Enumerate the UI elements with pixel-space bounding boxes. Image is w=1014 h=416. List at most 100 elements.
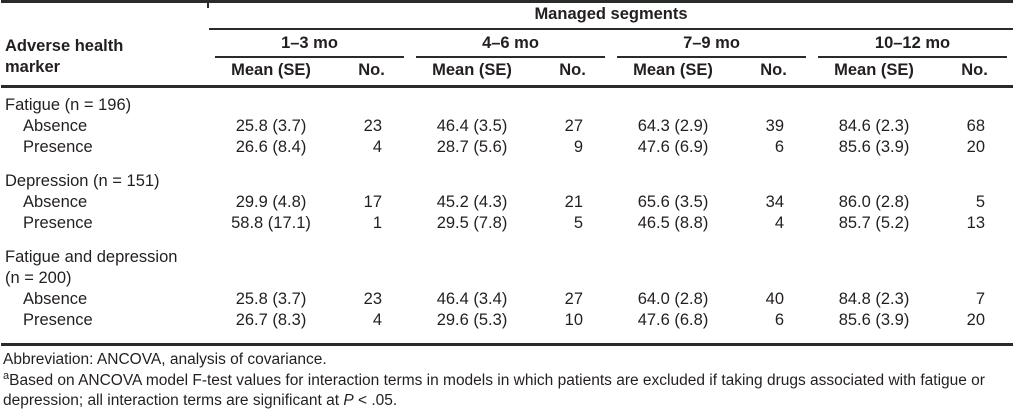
sub-header-row: Mean (SE) No. Mean (SE) No. Mean (SE) No… — [1, 58, 1013, 87]
mean-cell: 85.7 (5.2) — [838, 214, 910, 232]
corner-cell — [1, 2, 209, 30]
count-cell: 20 — [966, 138, 985, 156]
count-cell: 13 — [966, 214, 985, 232]
count-cell: 6 — [774, 138, 784, 156]
mean-cell: 29.9 (4.8) — [235, 193, 307, 211]
count-cell: 4 — [774, 214, 784, 232]
count-cell: 39 — [765, 117, 784, 135]
mean-cell: 29.5 (7.8) — [436, 214, 508, 232]
mean-cell: 64.0 (2.8) — [637, 290, 709, 308]
mean-se-header: Mean (SE) — [231, 61, 311, 79]
section-label-fatigue: Fatigue (n = 196) — [1, 87, 1013, 117]
mean-cell: 64.3 (2.9) — [637, 117, 709, 135]
group-header-10-12mo: 10–12 mo — [812, 29, 1013, 58]
group-header-1-3mo: 1–3 mo — [209, 29, 410, 58]
no-header: No. — [760, 61, 787, 79]
stub-header-line2: marker — [5, 58, 61, 76]
no-header: No. — [559, 61, 586, 79]
row-label: Absence — [23, 290, 88, 308]
table-row: Presence 26.6 (8.4) 4 28.7 (5.6) 9 47.6 … — [1, 137, 1013, 158]
group-underline — [215, 56, 404, 58]
table-footnotes: Abbreviation: ANCOVA, analysis of covari… — [1, 350, 1013, 412]
table-row: Absence 29.9 (4.8) 17 45.2 (4.3) 21 65.6… — [1, 192, 1013, 213]
mean-se-header: Mean (SE) — [834, 61, 914, 79]
footnote-a-marker: a — [3, 369, 10, 382]
mean-cell: 28.7 (5.6) — [436, 138, 508, 156]
count-cell: 5 — [573, 214, 583, 232]
footnote-a-text: Based on ANCOVA model F-test values for … — [3, 371, 985, 410]
count-cell: 23 — [363, 117, 382, 135]
section-label-depression: Depression (n = 151) — [1, 158, 1013, 192]
group-header-row: Adverse health marker 1–3 mo 4–6 mo 7–9 … — [1, 29, 1013, 76]
mean-cell: 65.6 (3.5) — [637, 193, 709, 211]
count-cell: 4 — [372, 138, 382, 156]
mean-cell: 84.6 (2.3) — [838, 117, 910, 135]
count-cell: 5 — [975, 193, 985, 211]
group-label: 7–9 mo — [683, 34, 740, 52]
count-cell: 4 — [372, 311, 382, 329]
mean-cell: 25.8 (3.7) — [235, 117, 307, 135]
count-cell: 34 — [765, 193, 784, 211]
mean-cell: 85.6 (3.9) — [838, 311, 910, 329]
count-cell: 20 — [966, 311, 985, 329]
group-underline — [416, 56, 605, 58]
mean-cell: 58.8 (17.1) — [231, 214, 311, 232]
group-label: 1–3 mo — [281, 34, 338, 52]
group-header-4-6mo: 4–6 mo — [410, 29, 611, 58]
table-row: Absence 25.8 (3.7) 23 46.4 (3.4) 27 64.0… — [1, 289, 1013, 310]
count-cell: 1 — [372, 214, 382, 232]
count-cell: 17 — [363, 193, 382, 211]
count-cell: 10 — [564, 311, 583, 329]
mean-se-header: Mean (SE) — [432, 61, 512, 79]
mean-cell: 45.2 (4.3) — [436, 193, 508, 211]
rule-tick — [207, 3, 209, 8]
adverse-health-table: Managed segments Adverse health marker 1… — [1, 0, 1013, 346]
mean-cell: 26.7 (8.3) — [235, 311, 307, 329]
section-label-fatigue-and-depression: Fatigue and depression (n = 200) — [1, 234, 1013, 289]
count-cell: 7 — [975, 290, 985, 308]
footnote-a-p-italic: P — [343, 392, 354, 409]
count-cell: 68 — [966, 117, 985, 135]
row-label: Absence — [23, 117, 88, 135]
section-label-row: Depression (n = 151) — [1, 158, 1013, 192]
section-label-text: (n = 200) — [5, 269, 72, 287]
section-label-text: Fatigue and depression — [5, 248, 178, 266]
group-underline — [818, 56, 1007, 58]
mean-cell: 84.8 (2.3) — [838, 290, 910, 308]
count-cell: 27 — [564, 290, 583, 308]
spanner-row: Managed segments — [1, 1, 1013, 30]
count-cell: 40 — [765, 290, 784, 308]
count-cell: 21 — [564, 193, 583, 211]
mean-cell: 47.6 (6.8) — [637, 311, 709, 329]
count-cell: 23 — [363, 290, 382, 308]
mean-cell: 26.6 (8.4) — [235, 138, 307, 156]
group-label: 10–12 mo — [874, 34, 951, 52]
footnote-a: aBased on ANCOVA model F-test values for… — [3, 369, 1013, 412]
no-header: No. — [961, 61, 988, 79]
footnote-a-text-end: < .05. — [353, 392, 398, 409]
mean-cell: 46.5 (8.8) — [637, 214, 709, 232]
spanner-header: Managed segments — [209, 1, 1013, 30]
row-label: Presence — [23, 138, 93, 156]
section-label-row: Fatigue (n = 196) — [1, 87, 1013, 117]
section-label-row: Fatigue and depression (n = 200) — [1, 234, 1013, 289]
group-header-7-9mo: 7–9 mo — [611, 29, 812, 58]
mean-cell: 25.8 (3.7) — [235, 290, 307, 308]
count-cell: 9 — [573, 138, 583, 156]
group-label: 4–6 mo — [482, 34, 539, 52]
table-row: Presence 58.8 (17.1) 1 29.5 (7.8) 5 46.5… — [1, 213, 1013, 234]
abbreviation-note: Abbreviation: ANCOVA, analysis of covari… — [3, 351, 327, 368]
table-row: Presence 26.7 (8.3) 4 29.6 (5.3) 10 47.6… — [1, 310, 1013, 345]
count-cell: 6 — [774, 311, 784, 329]
section-label-text: Fatigue (n = 196) — [5, 96, 132, 114]
table-row: Absence 25.8 (3.7) 23 46.4 (3.5) 27 64.3… — [1, 116, 1013, 137]
row-label: Presence — [23, 311, 93, 329]
mean-cell: 46.4 (3.5) — [436, 117, 508, 135]
mean-cell: 86.0 (2.8) — [838, 193, 910, 211]
no-header: No. — [358, 61, 385, 79]
row-label: Presence — [23, 214, 93, 232]
mean-se-header: Mean (SE) — [633, 61, 713, 79]
row-label: Absence — [23, 193, 88, 211]
mean-cell: 46.4 (3.4) — [436, 290, 508, 308]
